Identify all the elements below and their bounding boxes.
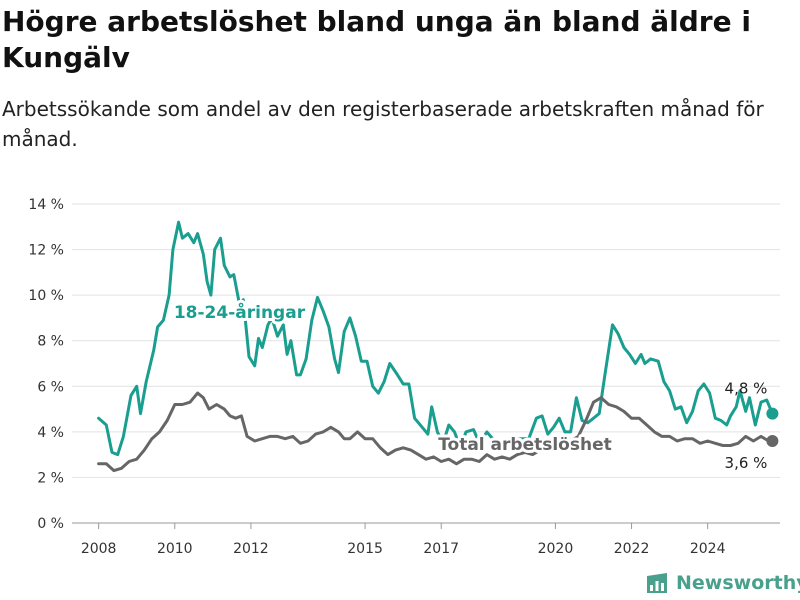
- brand-name: Newsworthy: [676, 572, 800, 594]
- x-tick-label: 2020: [538, 541, 574, 557]
- x-tick-label: 2010: [157, 541, 193, 557]
- y-tick-label: 0 %: [37, 516, 64, 532]
- y-tick-label: 14 %: [28, 197, 64, 213]
- newsworthy-bar-chart-icon: [647, 573, 667, 593]
- series-name-label: 18-24-åringar: [174, 301, 306, 323]
- series-lines: [97, 220, 779, 473]
- y-tick-label: 12 %: [28, 243, 64, 259]
- y-tick-label: 10 %: [28, 288, 64, 304]
- series-name-label: Total arbetslöshet: [438, 435, 612, 455]
- chart-title: Högre arbetslöshet bland unga än bland ä…: [2, 5, 751, 74]
- series-line: [97, 391, 774, 473]
- y-tick-label: 2 %: [37, 470, 64, 486]
- x-tick-label: 2015: [347, 541, 383, 557]
- x-tick-label: 2022: [614, 541, 650, 557]
- series-end-dot: [766, 434, 779, 447]
- x-tick-label: 2012: [233, 541, 269, 557]
- y-tick-label: 8 %: [37, 334, 64, 350]
- series-line: [97, 220, 774, 457]
- x-tick-label: 2008: [81, 541, 117, 557]
- y-tick-label: 6 %: [37, 379, 64, 395]
- y-tick-label: 4 %: [37, 425, 64, 441]
- grid-lines: [72, 203, 780, 524]
- x-tick-label: 2024: [690, 541, 726, 557]
- series-end-label: 3,6 %: [725, 454, 768, 472]
- x-tick-label: 2017: [423, 541, 459, 557]
- chart-subtitle: Arbetssökande som andel av den registerb…: [2, 97, 764, 151]
- brand-logo: Newsworthy: [645, 568, 800, 598]
- series-labels: 4,8 % 3,6 % 18-24-åringar Total arbetslöshe…: [171, 298, 768, 472]
- series-end-dot: [766, 407, 779, 420]
- series-end-label: 4,8 %: [725, 380, 768, 398]
- axes: 0 % 2 % 4 % 6 % 8 % 10 % 12 % 14 % 2008 2010 2012 2…: [28, 197, 780, 557]
